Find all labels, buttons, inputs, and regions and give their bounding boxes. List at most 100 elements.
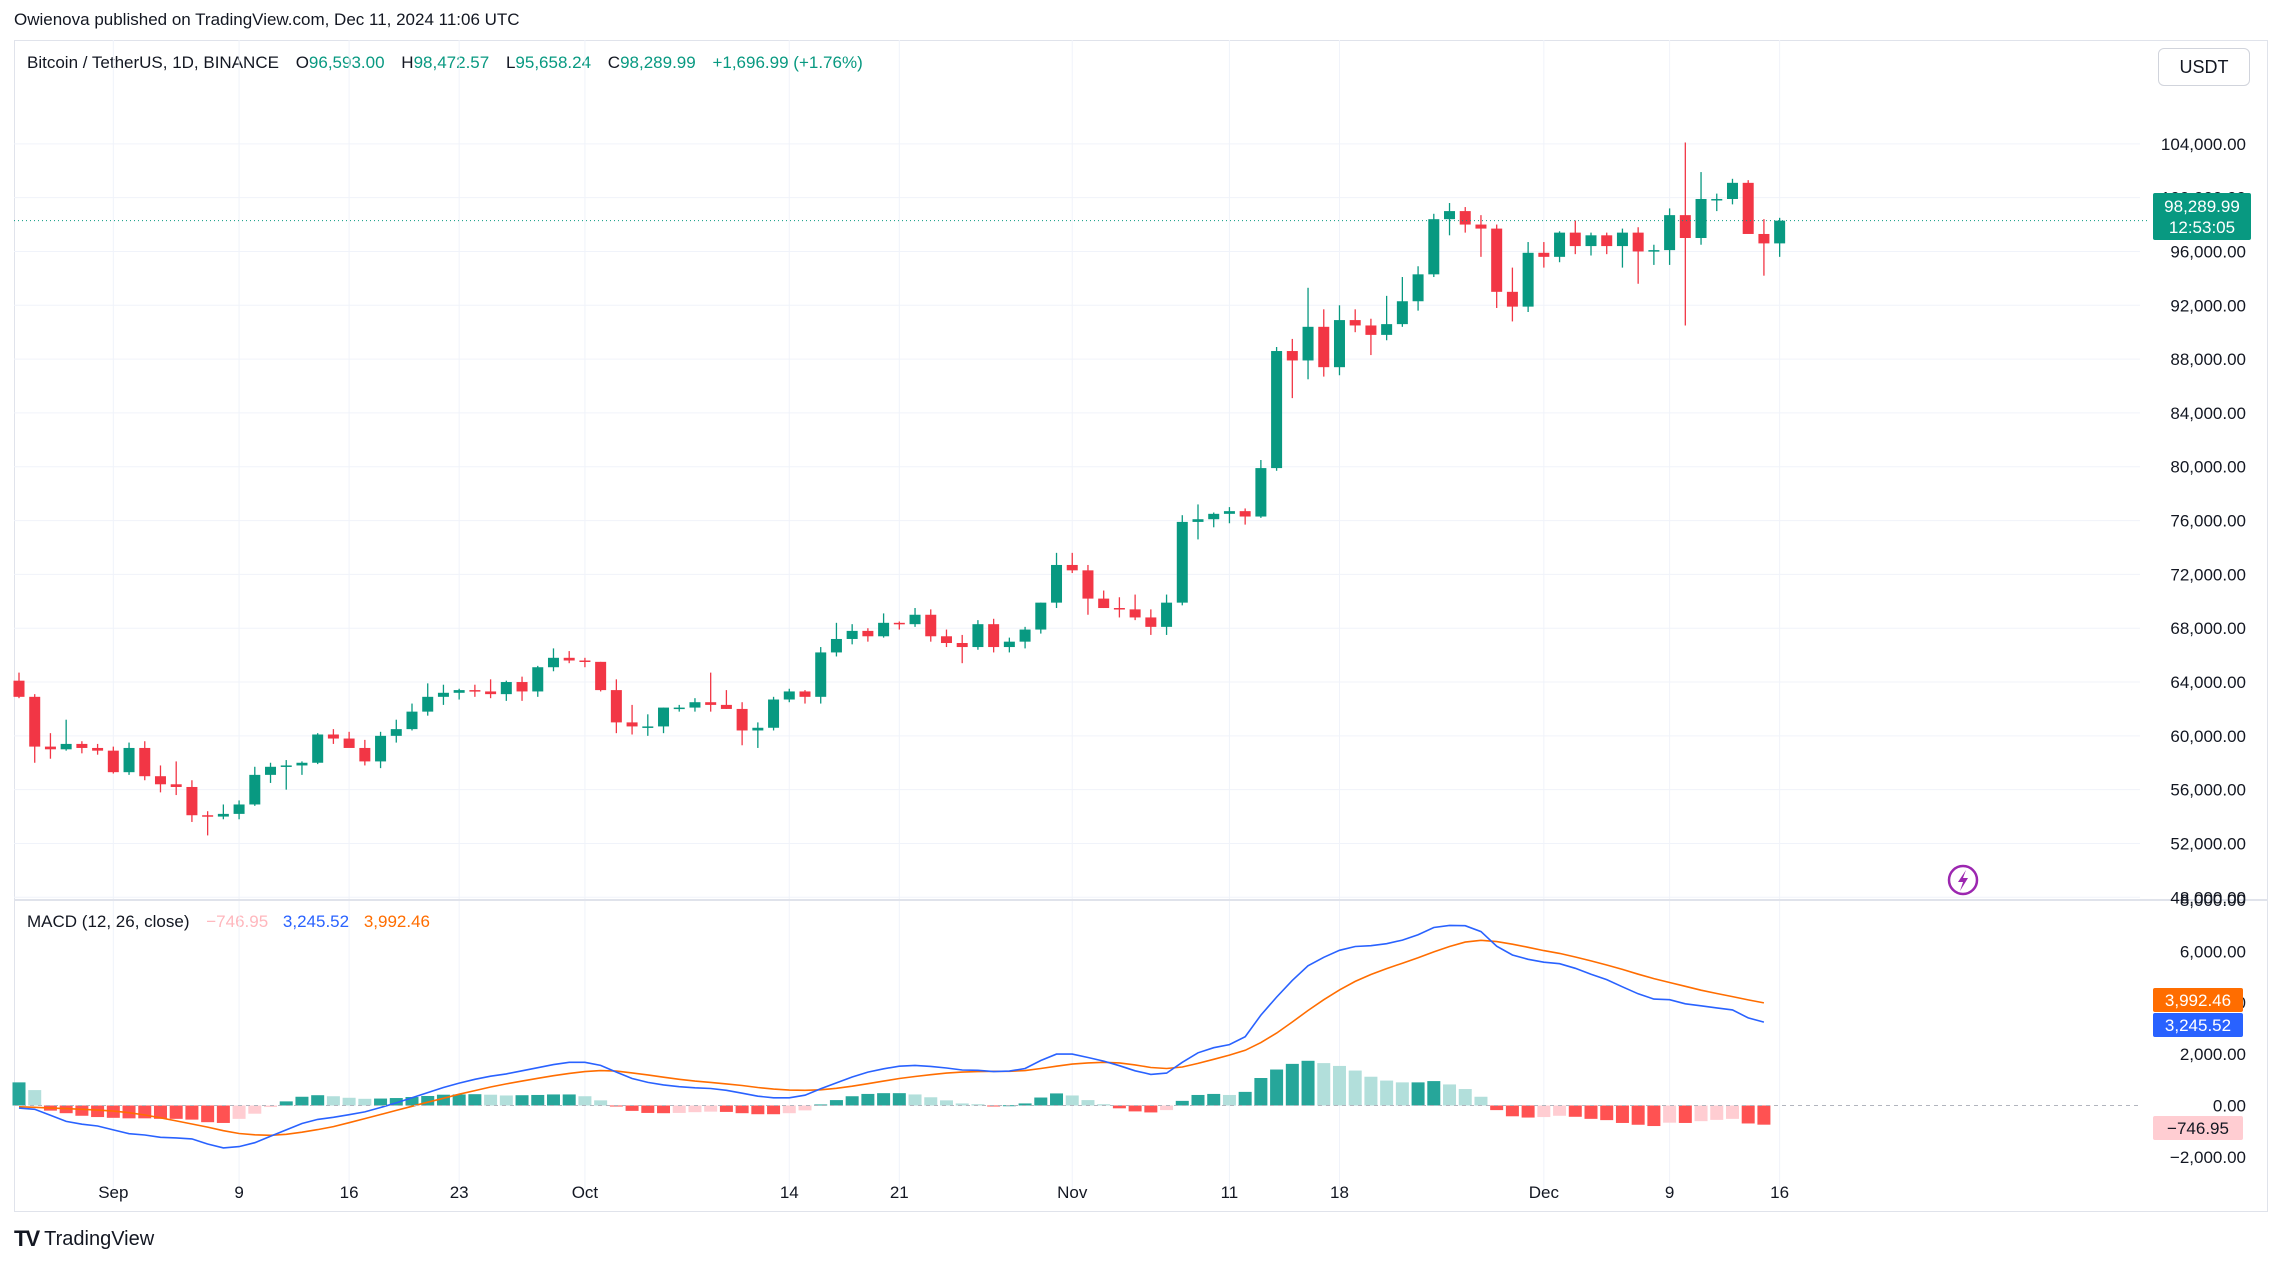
macd-hist-bar (1757, 1105, 1771, 1125)
macd-hist-bar (861, 1093, 875, 1106)
macd-hist-bar (1081, 1100, 1095, 1106)
candle-body (689, 702, 701, 708)
macd-hist-bar (657, 1105, 671, 1114)
candle-body (1381, 324, 1393, 335)
macd-hist-bar (405, 1097, 419, 1106)
candle-body (1192, 519, 1204, 522)
candle-body (359, 747, 371, 762)
symbol-name[interactable]: Bitcoin / TetherUS, 1D, BINANCE (27, 53, 279, 72)
macd-hist-bar (1191, 1094, 1205, 1106)
candle-body (327, 734, 339, 739)
candle-body (76, 743, 88, 748)
candle-body (878, 622, 890, 637)
candle-body (658, 707, 670, 727)
macd-hist-bar (264, 1105, 278, 1108)
candle-body (1679, 215, 1691, 239)
macd-hist-bar (1615, 1105, 1629, 1123)
macd-hist-bar (1427, 1081, 1441, 1106)
candle-body (249, 774, 261, 805)
time-tick-label: Sep (98, 1183, 128, 1202)
high-label: H (401, 53, 414, 72)
candle-body (123, 747, 135, 773)
candle-body (60, 743, 72, 750)
candle-body (312, 734, 324, 763)
candle-body (1066, 564, 1078, 571)
macd-tick-label: 2,000.00 (2180, 1045, 2246, 1064)
candle-body (44, 746, 56, 750)
macd-hist-bar (719, 1105, 733, 1112)
candle-body (1475, 224, 1487, 229)
candle-body (139, 747, 151, 777)
time-tick-label: 21 (890, 1183, 909, 1202)
macd-hist-bar (1285, 1063, 1299, 1106)
macd-line-series (18, 924, 1765, 1149)
macd-hist-bar (924, 1097, 938, 1106)
candle-body (956, 643, 968, 648)
macd-hist-bar (169, 1105, 183, 1119)
candle-body (532, 667, 544, 692)
macd-hist-bar (1175, 1100, 1189, 1106)
symbol-legend: Bitcoin / TetherUS, 1D, BINANCE O96,593.… (27, 53, 875, 73)
price-tick-label: 104,000.00 (2161, 135, 2246, 154)
macd-hist-bar (735, 1105, 749, 1114)
macd-hist-bar (1395, 1082, 1409, 1106)
candle-body (988, 624, 1000, 648)
macd-hist-bar (546, 1094, 560, 1106)
macd-hist-bar (1725, 1105, 1739, 1119)
macd-hist-bar (185, 1105, 199, 1120)
candle-body (1616, 232, 1628, 247)
candle-body (1569, 232, 1581, 247)
macd-hist-bar (1600, 1105, 1614, 1121)
candle-body (1176, 521, 1188, 603)
candle-body (1286, 351, 1298, 361)
candle-body (1585, 235, 1597, 247)
macd-hist-bar (625, 1105, 639, 1111)
candle-body (768, 699, 780, 728)
candle-body (1648, 250, 1660, 252)
candle-body (1318, 326, 1330, 368)
lightning-icon[interactable] (1947, 864, 1979, 896)
macd-hist-bar (295, 1096, 309, 1106)
candle-body (1019, 629, 1031, 642)
macd-hist-bar (1553, 1105, 1567, 1116)
candle-body (1742, 182, 1754, 234)
macd-hist-bar (515, 1095, 529, 1106)
macd-tick-label: 8,000.00 (2180, 891, 2246, 910)
macd-hist-bar (1207, 1093, 1221, 1106)
low-label: L (505, 53, 516, 72)
candle-body (280, 765, 292, 767)
macd-hist-bar (688, 1105, 702, 1113)
candle-body (217, 813, 229, 817)
price-tick-label: 84,000.00 (2170, 404, 2246, 423)
candle-body (940, 636, 952, 644)
candle-body (1145, 617, 1157, 627)
candle-body (1333, 320, 1345, 368)
macd-badges: 3,992.46 3,245.52 −746.95 (2153, 988, 2243, 1140)
price-badge-countdown: 12:53:05 (2169, 218, 2235, 237)
currency-unit-button[interactable]: USDT (2158, 48, 2250, 86)
candle-body (1302, 326, 1314, 361)
chart-frame (14, 40, 2268, 1212)
candle-body (1726, 182, 1738, 199)
macd-hist-bar (1694, 1105, 1708, 1122)
tradingview-brand[interactable]: TV TradingView (14, 1226, 154, 1252)
candle-body (752, 727, 764, 731)
macd-hist-bar (28, 1090, 42, 1106)
macd-legend: MACD (12, 26, close) −746.95 3,245.52 3,… (27, 912, 430, 932)
macd-hist-bar (1238, 1091, 1252, 1106)
macd-hist-bar (153, 1105, 167, 1119)
macd-tick-label: 6,000.00 (2180, 942, 2246, 961)
candle-body (375, 735, 387, 762)
candle-body (1129, 609, 1141, 618)
price-tick-label: 72,000.00 (2170, 565, 2246, 584)
macd-indicator-name[interactable]: MACD (12, 26, close) (27, 912, 190, 931)
macd-hist-bar (531, 1094, 545, 1106)
candle-body (799, 691, 811, 697)
macd-hist-bar (814, 1104, 828, 1106)
candle-body (1223, 511, 1235, 514)
price-tick-label: 76,000.00 (2170, 512, 2246, 531)
published-caption: Owienova published on TradingView.com, D… (14, 10, 520, 29)
candle-body (815, 652, 827, 697)
candle-body (673, 707, 685, 710)
